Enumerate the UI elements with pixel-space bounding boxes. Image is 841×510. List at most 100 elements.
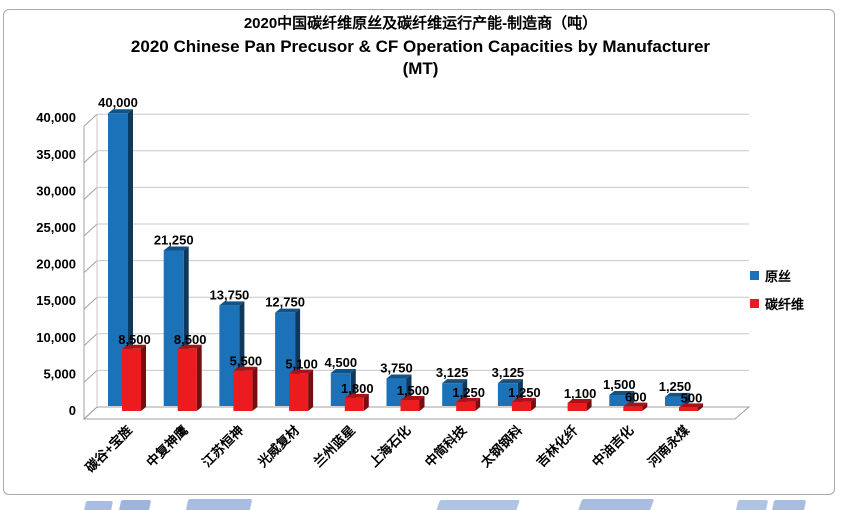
legend-item-carbonfiber: 碳纤维 bbox=[750, 294, 804, 313]
bar-precursor-9 bbox=[609, 395, 630, 406]
bar-carbonfiber-7-side bbox=[530, 397, 536, 411]
bar-precursor-9-top bbox=[609, 391, 635, 396]
bar-carbonfiber-10-side bbox=[698, 403, 703, 411]
bar-carbonfiber-8-side bbox=[586, 398, 592, 411]
y-tick-label: 40,000 bbox=[36, 110, 76, 125]
bar-carbonfiber-9 bbox=[623, 406, 643, 411]
bar-precursor-9-side bbox=[629, 391, 635, 406]
bar-precursor-10-side bbox=[685, 392, 690, 406]
bar-carbonfiber-2-top bbox=[233, 366, 258, 371]
y-tick-label: 0 bbox=[69, 403, 76, 418]
watermark-fragment bbox=[735, 500, 769, 510]
bar-value-label-carbonfiber: 1,100 bbox=[564, 386, 597, 401]
bar-value-label-precursor: 1,250 bbox=[659, 379, 692, 394]
watermark-fragment bbox=[185, 499, 253, 510]
axis-tick-hatch bbox=[83, 223, 98, 237]
bar-precursor-10-top bbox=[665, 392, 690, 397]
bar-precursor-0-top bbox=[108, 109, 133, 114]
x-tick-label: 光威复材 bbox=[254, 423, 302, 471]
y-tick-label: 20,000 bbox=[36, 257, 76, 272]
bar-carbonfiber-7-top bbox=[511, 397, 536, 402]
bar-value-label-precursor: 21,250 bbox=[154, 232, 194, 247]
bar-value-label-precursor: 13,750 bbox=[210, 287, 250, 302]
bar-carbonfiber-5 bbox=[400, 400, 420, 411]
legend: 原丝 碳纤维 bbox=[750, 266, 804, 313]
bar-carbonfiber-9-top bbox=[623, 402, 648, 407]
axis-tick-hatch bbox=[83, 296, 98, 310]
watermark-fragment bbox=[118, 500, 152, 510]
legend-label-precursor: 原丝 bbox=[765, 269, 792, 284]
bar-value-label-carbonfiber: 8,500 bbox=[174, 332, 207, 347]
watermark-fragment bbox=[577, 499, 655, 510]
watermark-fragment bbox=[83, 501, 114, 510]
bar-precursor-0 bbox=[108, 113, 128, 406]
bar-carbonfiber-7 bbox=[511, 401, 531, 411]
bar-value-label-precursor: 40,000 bbox=[98, 95, 138, 110]
bar-value-label-carbonfiber: 1,500 bbox=[397, 383, 430, 398]
bar-carbonfiber-2 bbox=[233, 370, 253, 411]
axis-tick-hatch bbox=[83, 187, 98, 200]
bar-value-label-carbonfiber: 8,500 bbox=[118, 332, 151, 347]
bar-carbonfiber-3 bbox=[289, 373, 309, 411]
axis-tick-hatch bbox=[83, 260, 98, 273]
axis-tick-hatch bbox=[83, 406, 98, 420]
bar-precursor-6 bbox=[442, 383, 463, 406]
x-tick-label: 碳谷+宝旌 bbox=[82, 423, 135, 476]
axis-tick-hatch bbox=[83, 113, 98, 127]
bar-carbonfiber-0-side bbox=[141, 344, 146, 411]
watermark-fragment bbox=[771, 500, 807, 510]
bar-carbonfiber-4-side bbox=[363, 393, 369, 411]
bar-carbonfiber-4-top bbox=[344, 393, 369, 398]
watermark-fragment bbox=[435, 500, 521, 510]
bar-value-label-precursor: 1,500 bbox=[603, 377, 636, 392]
axis-tick-hatch bbox=[83, 150, 98, 164]
legend-swatch-carbonfiber-icon bbox=[750, 299, 759, 308]
bar-value-label-carbonfiber: 1,250 bbox=[452, 385, 485, 400]
legend-item-precursor: 原丝 bbox=[750, 266, 804, 285]
y-tick-label: 35,000 bbox=[36, 147, 76, 162]
x-tick-label: 吉林化纤 bbox=[533, 423, 580, 470]
bar-carbonfiber-3-top bbox=[289, 369, 314, 374]
bar-carbonfiber-3-side bbox=[308, 369, 314, 411]
bar-precursor-1-top bbox=[163, 246, 189, 251]
bar-carbonfiber-2-side bbox=[252, 366, 258, 411]
bar-carbonfiber-1 bbox=[177, 348, 197, 411]
x-tick-label: 中复神鹰 bbox=[143, 423, 190, 470]
bar-carbonfiber-10-top bbox=[679, 403, 703, 408]
axis-tick-hatch bbox=[83, 370, 98, 383]
x-tick-label: 中简科技 bbox=[422, 422, 470, 470]
bar-carbonfiber-0 bbox=[122, 348, 141, 411]
bar-value-label-carbonfiber: 1,800 bbox=[341, 381, 374, 396]
bar-value-label-precursor: 3,125 bbox=[492, 365, 525, 380]
x-tick-label: 太钢钢科 bbox=[477, 423, 525, 471]
axis-tick-hatch bbox=[83, 333, 98, 347]
bar-value-label-precursor: 4,500 bbox=[325, 355, 358, 370]
bar-value-label-precursor: 12,750 bbox=[265, 295, 305, 310]
legend-swatch-precursor-icon bbox=[750, 271, 759, 280]
bar-value-label-carbonfiber: 600 bbox=[625, 390, 647, 405]
bar-carbonfiber-6-top bbox=[456, 397, 481, 402]
chart-title-zh: 2020中国碳纤维原丝及碳纤维运行产能-制造商（吨） bbox=[243, 15, 598, 32]
x-tick-label: 兰州蓝星 bbox=[311, 423, 358, 470]
bar-carbonfiber-1-top bbox=[177, 344, 202, 349]
bar-value-label-carbonfiber: 1,250 bbox=[508, 385, 541, 400]
y-tick-label: 5,000 bbox=[43, 366, 76, 381]
bar-precursor-6-top bbox=[442, 379, 468, 384]
bar-value-label-carbonfiber: 500 bbox=[681, 390, 703, 405]
bar-carbonfiber-9-side bbox=[642, 402, 648, 411]
bar-precursor-3-top bbox=[275, 308, 301, 313]
x-tick-label: 河南永煤 bbox=[645, 423, 692, 470]
bar-precursor-2-top bbox=[219, 301, 245, 306]
bar-value-label-carbonfiber: 5,500 bbox=[230, 354, 263, 369]
chart-title-unit: (MT) bbox=[402, 59, 439, 78]
y-tick-label: 10,000 bbox=[36, 330, 76, 345]
bar-carbonfiber-6 bbox=[456, 401, 476, 411]
bar-carbonfiber-5-top bbox=[400, 396, 425, 401]
y-tick-label: 15,000 bbox=[36, 293, 76, 308]
x-tick-label: 中油吉化 bbox=[589, 423, 636, 470]
bar-carbonfiber-5-side bbox=[419, 396, 425, 411]
bar-precursor-4-top bbox=[330, 369, 356, 374]
bar-carbonfiber-10 bbox=[679, 407, 698, 411]
